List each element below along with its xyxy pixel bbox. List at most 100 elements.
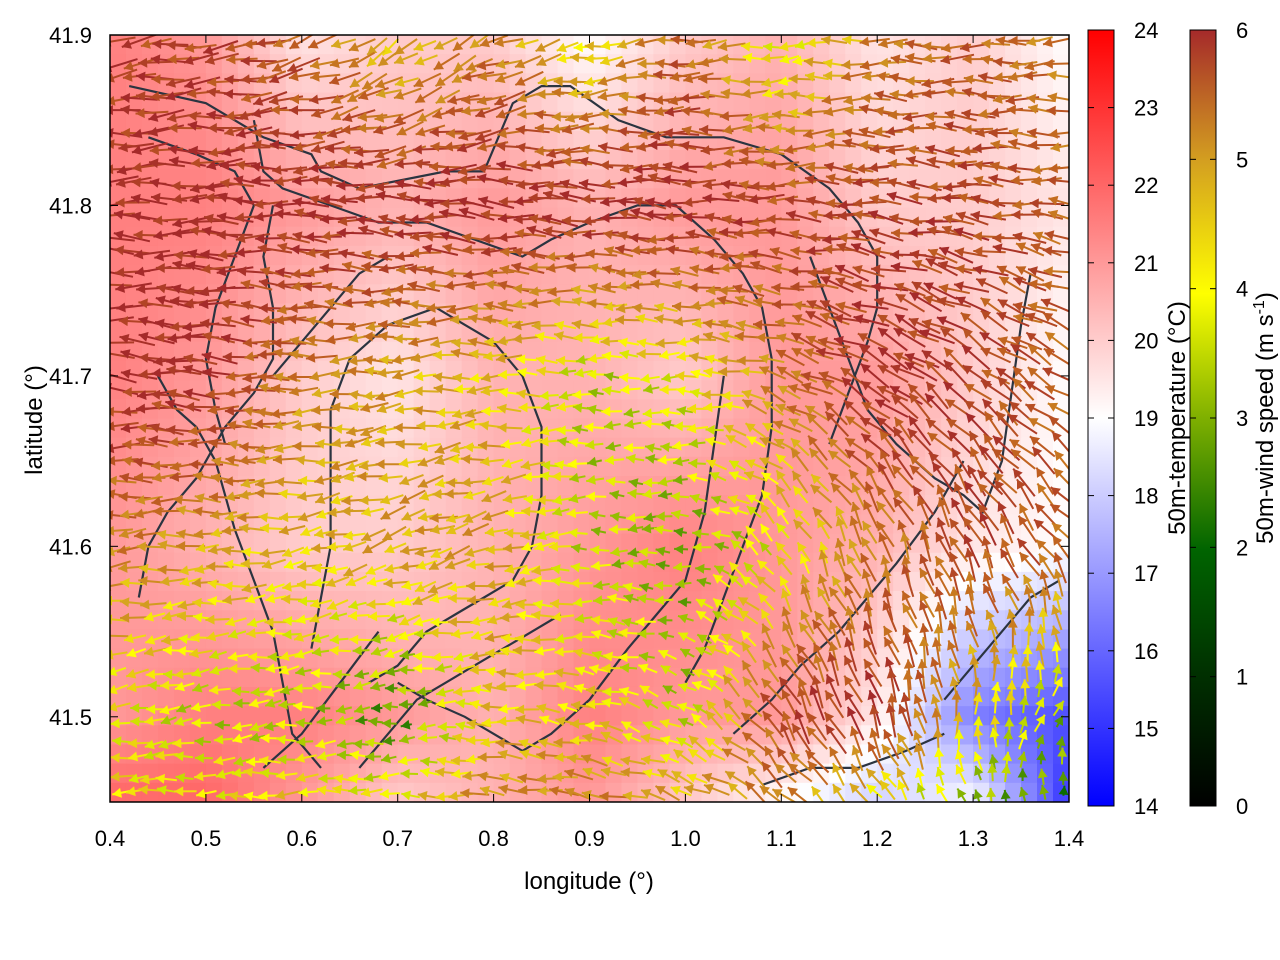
heatmap-cell [797,341,814,362]
wind-arrow-head [110,164,114,175]
heatmap-cell [205,245,223,266]
heatmap-cell [445,322,463,343]
heatmap-cell [733,418,750,439]
heatmap-cell [173,73,191,94]
heatmap-cell [749,35,766,55]
heatmap-cell [1037,150,1054,170]
heatmap-cell [349,303,367,324]
heatmap-cell [941,782,958,802]
heatmap-cell [941,744,958,765]
heatmap-cell [317,322,335,343]
heatmap-cell [125,35,143,55]
heatmap-cell [525,686,543,707]
heatmap-cell [445,111,463,132]
heatmap-cell [877,360,894,381]
heatmap-cell [237,284,255,305]
heatmap-cell [317,456,335,477]
heatmap-cell [445,284,463,305]
heatmap-cell [557,265,575,285]
heatmap-cell [589,782,607,802]
heatmap-cell [525,35,543,55]
heatmap-cell [525,360,543,381]
heatmap-cell [541,476,559,496]
heatmap-cell [637,591,655,611]
heatmap-cell [221,744,239,765]
heatmap-cell [765,92,782,113]
heatmap-cell [733,341,750,362]
heatmap-cell [621,322,639,343]
heatmap-cell [829,284,846,305]
heatmap-cell [333,341,351,362]
heatmap-cell [317,437,335,458]
heatmap-cell [957,130,974,151]
heatmap-cell [397,437,415,458]
heatmap-cell [765,303,782,324]
heatmap-cell [429,437,447,458]
wind-arrow-head [110,105,113,116]
heatmap-cell [365,667,383,688]
wind-arrow-head [110,128,114,138]
heatmap-cell [621,54,639,74]
heatmap-cell [157,341,175,362]
heatmap-cell [381,188,399,209]
heatmap-cell [573,418,591,439]
heatmap-cell [381,54,399,74]
heatmap-cell [269,284,287,305]
heatmap-cell [781,130,798,151]
heatmap-cell [829,360,846,381]
heatmap-cell [365,226,383,247]
heatmap-cell [637,111,655,132]
wind-arrow-head [98,233,108,243]
heatmap-cell [333,686,351,707]
heatmap-cell [669,207,686,228]
heatmap-cell [173,265,191,285]
heatmap-cell [157,686,175,707]
wind-arrow-shaft [110,283,132,287]
heatmap-cell [733,303,750,324]
heatmap-cell [637,265,655,285]
heatmap-cell [685,111,702,132]
heatmap-cell [1021,111,1038,132]
heatmap-cell [941,130,958,151]
heatmap-cell [765,591,782,611]
heatmap-cell [621,265,639,285]
heatmap-cell [557,284,575,305]
heatmap-cell [717,341,734,362]
heatmap-cell [189,35,207,55]
heatmap-cell [1037,73,1054,94]
heatmap-cell [669,169,686,189]
heatmap-cell [781,552,798,573]
heatmap-cell [973,591,990,611]
heatmap-cell [125,265,143,285]
heatmap-cell [509,399,527,420]
heatmap-cell [429,322,447,343]
heatmap-cell [1021,380,1038,400]
heatmap-cell [941,92,958,113]
heatmap-cell [413,130,431,151]
heatmap-cell [349,686,367,707]
heatmap-cell [285,226,303,247]
heatmap-cell [445,150,463,170]
heatmap-cell [189,130,207,151]
heatmap-cell [685,437,702,458]
heatmap-cell [445,207,463,228]
heatmap-cell [1053,245,1069,266]
heatmap-cell [573,265,591,285]
heatmap-cell [941,169,958,189]
heatmap-cell [477,571,495,592]
heatmap-cell [541,360,559,381]
heatmap-cell [269,111,287,132]
heatmap-cell [557,591,575,611]
heatmap-cell [589,35,607,55]
heatmap-cell [285,437,303,458]
heatmap-cell [1005,782,1022,802]
heatmap-cell [541,303,559,324]
heatmap-cell [173,418,191,439]
heatmap-cell [877,111,894,132]
heatmap-cell [189,514,207,535]
heatmap-cell [301,54,319,74]
heatmap-cell [525,54,543,74]
heatmap-cell [605,92,623,113]
heatmap-cell [1005,111,1022,132]
heatmap-cell [365,399,383,420]
